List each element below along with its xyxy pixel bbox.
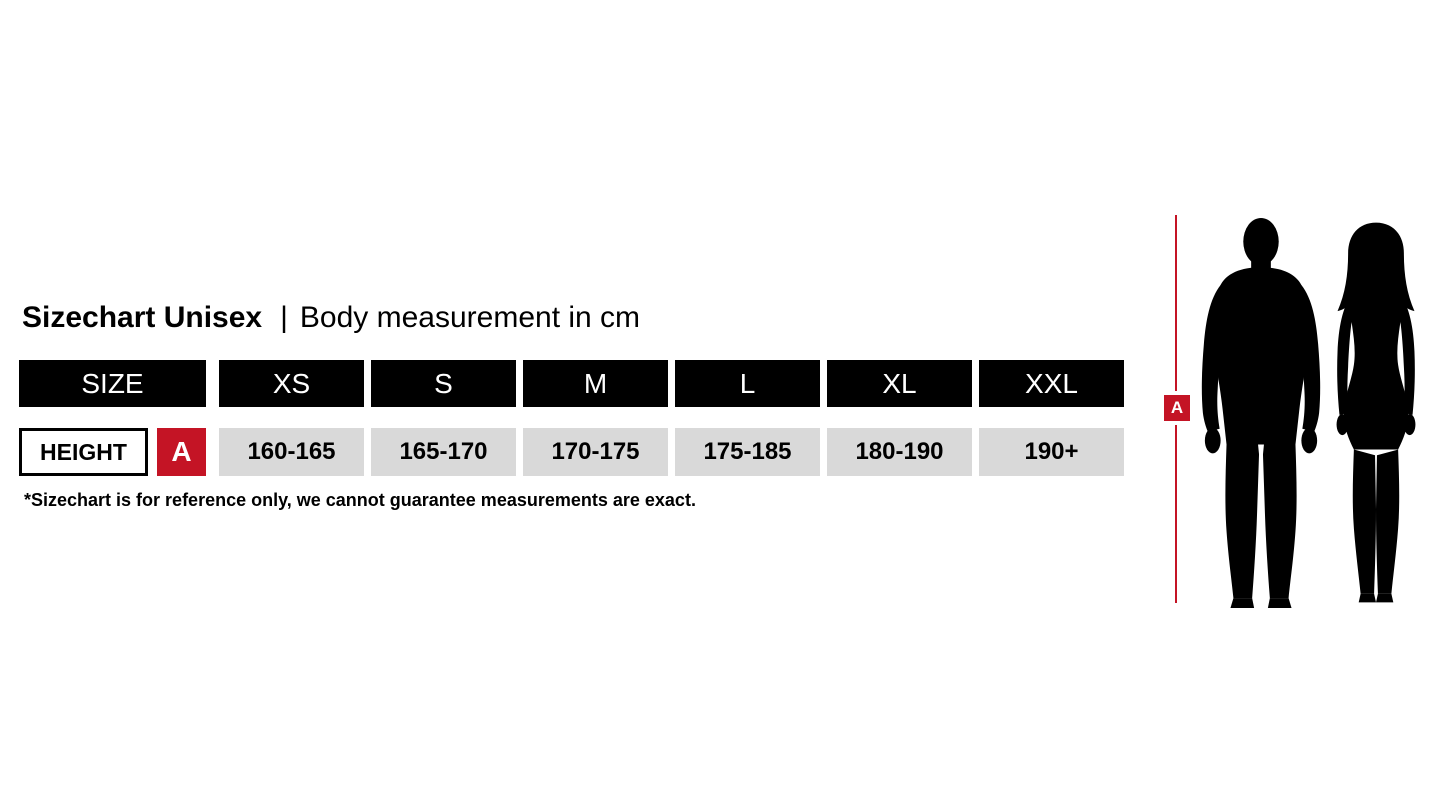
sizechart-table: SIZE XS S M L XL XXL HEIGHT A 160-165 16… (19, 360, 1125, 476)
header-cell-s: S (371, 360, 516, 407)
height-value-xl: 180-190 (827, 428, 972, 476)
height-measure-line (1175, 425, 1177, 603)
table-header-row: SIZE XS S M L XL XXL (19, 360, 1125, 407)
header-cell-size: SIZE (19, 360, 206, 407)
height-marker-a-badge: A (157, 428, 206, 476)
table-height-row: HEIGHT A 160-165 165-170 170-175 175-185… (19, 428, 1125, 476)
female-silhouette-icon (1336, 222, 1416, 603)
height-value-xxl: 190+ (979, 428, 1124, 476)
header-cell-xl: XL (827, 360, 972, 407)
height-value-l: 175-185 (675, 428, 820, 476)
header-cell-xs: XS (219, 360, 364, 407)
height-measure-line (1175, 215, 1177, 391)
header-cell-m: M (523, 360, 668, 407)
height-value-xs: 160-165 (219, 428, 364, 476)
height-label-block: HEIGHT A (19, 428, 206, 476)
disclaimer-footnote: *Sizechart is for reference only, we can… (24, 490, 696, 510)
height-label-cell: HEIGHT (19, 428, 148, 476)
title-subtitle-text: Body measurement in cm (299, 301, 641, 334)
header-cell-l: L (675, 360, 820, 407)
page-title: Sizechart Unisex | Body measurement in c… (22, 300, 640, 336)
body-measurement-figure: A (1164, 213, 1426, 613)
height-value-s: 165-170 (371, 428, 516, 476)
male-silhouette-icon (1201, 218, 1321, 608)
title-separator: | (280, 301, 288, 334)
title-bold-text: Sizechart Unisex (22, 301, 263, 334)
height-value-m: 170-175 (523, 428, 668, 476)
height-marker-a-line-badge: A (1164, 395, 1190, 421)
header-cell-xxl: XXL (979, 360, 1124, 407)
